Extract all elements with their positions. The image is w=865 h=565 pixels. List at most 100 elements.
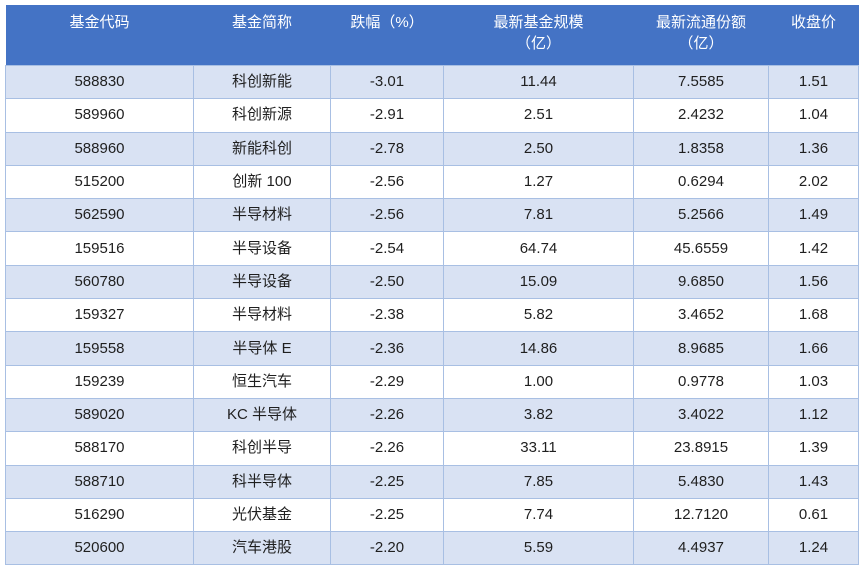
- table-row: 562590 半导材料 -2.56 7.81 5.2566 1.49: [5, 198, 859, 233]
- table-cell: 1.68: [768, 298, 859, 333]
- table-cell: -2.20: [330, 531, 444, 565]
- table-cell: 5.82: [443, 298, 634, 333]
- header-sub-label: （亿）: [678, 35, 724, 52]
- table-cell: 589020: [5, 397, 194, 433]
- table-cell: 588830: [5, 64, 194, 100]
- table-cell: 2.50: [443, 131, 634, 166]
- table-row: 588830 科创新能 -3.01 11.44 7.5585 1.51: [5, 64, 859, 100]
- table-cell: 7.5585: [633, 64, 769, 100]
- table-cell: 新能科创: [193, 131, 331, 166]
- table-cell: 1.36: [768, 131, 859, 166]
- table-cell: 0.61: [768, 497, 859, 533]
- table-cell: -2.25: [330, 497, 444, 533]
- table-cell: 半导设备: [193, 231, 331, 266]
- table-cell: 科创新能: [193, 64, 331, 100]
- table-cell: -2.56: [330, 198, 444, 233]
- table-cell: 3.4022: [633, 397, 769, 433]
- header-label: 收盘价: [790, 14, 836, 31]
- header-close-price: 收盘价: [768, 5, 859, 66]
- table-row: 588960 新能科创 -2.78 2.50 1.8358 1.36: [5, 131, 859, 166]
- table-cell: 520600: [5, 531, 194, 565]
- table-row: 159516 半导设备 -2.54 64.74 45.6559 1.42: [5, 231, 859, 266]
- table-cell: 1.8358: [633, 131, 769, 166]
- table-cell: 科创新源: [193, 98, 331, 133]
- table-cell: 588960: [5, 131, 194, 166]
- table-cell: 1.66: [768, 331, 859, 366]
- table-cell: 半导材料: [193, 198, 331, 233]
- table-row: 159239 恒生汽车 -2.29 1.00 0.9778 1.03: [5, 364, 859, 399]
- table-cell: 2.51: [443, 98, 634, 133]
- header-label: 基金简称: [231, 14, 292, 31]
- table-cell: -2.78: [330, 131, 444, 166]
- table-cell: -2.50: [330, 264, 444, 300]
- table-cell: -2.26: [330, 431, 444, 466]
- table-cell: 1.39: [768, 431, 859, 466]
- table-cell: 1.49: [768, 198, 859, 233]
- table-cell: -3.01: [330, 64, 444, 100]
- table-cell: -2.54: [330, 231, 444, 266]
- table-cell: 159239: [5, 364, 194, 399]
- table-row: 560780 半导设备 -2.50 15.09 9.6850 1.56: [5, 264, 859, 300]
- table-cell: 2.02: [768, 164, 859, 200]
- table-row: 516290 光伏基金 -2.25 7.74 12.7120 0.61: [5, 497, 859, 533]
- header-row: 基金代码 基金简称 跌幅（%） 最新基金规模 （亿） 最新流通份额 （: [5, 5, 859, 66]
- table-cell: 光伏基金: [193, 497, 331, 533]
- table-cell: 3.82: [443, 397, 634, 433]
- table-cell: 11.44: [443, 64, 634, 100]
- fund-table-header: 基金代码 基金简称 跌幅（%） 最新基金规模 （亿） 最新流通份额 （: [5, 5, 859, 66]
- table-row: 588170 科创半导 -2.26 33.11 23.8915 1.39: [5, 431, 859, 466]
- table-row: 589020 KC 半导体 -2.26 3.82 3.4022 1.12: [5, 397, 859, 433]
- fund-table-body: 588830 科创新能 -3.01 11.44 7.5585 1.51 589960 科创新源…: [5, 64, 859, 565]
- header-circulating-shares: 最新流通份额 （亿）: [633, 5, 769, 66]
- table-cell: 创新 100: [193, 164, 331, 200]
- table-cell: 588170: [5, 431, 194, 466]
- table-cell: 1.27: [443, 164, 634, 200]
- table-cell: 恒生汽车: [193, 364, 331, 399]
- table-cell: 1.00: [443, 364, 634, 399]
- table-cell: 562590: [5, 198, 194, 233]
- table-cell: -2.25: [330, 464, 444, 499]
- table-cell: 半导材料: [193, 298, 331, 333]
- table-cell: 589960: [5, 98, 194, 133]
- header-fund-name: 基金简称: [193, 5, 331, 66]
- table-cell: 4.4937: [633, 531, 769, 565]
- table-cell: -2.56: [330, 164, 444, 200]
- header-label: 最新流通份额: [655, 14, 746, 31]
- table-cell: 1.51: [768, 64, 859, 100]
- table-cell: 0.9778: [633, 364, 769, 399]
- table-row: 159327 半导材料 -2.38 5.82 3.4652 1.68: [5, 298, 859, 333]
- table-cell: -2.36: [330, 331, 444, 366]
- header-label: 最新基金规模: [493, 14, 584, 31]
- table-cell: 159558: [5, 331, 194, 366]
- table-row: 589960 科创新源 -2.91 2.51 2.4232 1.04: [5, 98, 859, 133]
- table-cell: 科创半导: [193, 431, 331, 466]
- table-cell: -2.29: [330, 364, 444, 399]
- header-label: 基金代码: [69, 14, 130, 31]
- table-cell: 8.9685: [633, 331, 769, 366]
- table-row: 515200 创新 100 -2.56 1.27 0.6294 2.02: [5, 164, 859, 200]
- fund-table-container: 基金代码 基金简称 跌幅（%） 最新基金规模 （亿） 最新流通份额 （: [5, 5, 859, 565]
- table-cell: -2.38: [330, 298, 444, 333]
- table-cell: 33.11: [443, 431, 634, 466]
- table-row: 588710 科半导体 -2.25 7.85 5.4830 1.43: [5, 464, 859, 499]
- header-label: 跌幅（%）: [350, 14, 424, 31]
- table-cell: 7.74: [443, 497, 634, 533]
- table-cell: 5.4830: [633, 464, 769, 499]
- table-cell: 12.7120: [633, 497, 769, 533]
- table-cell: 科半导体: [193, 464, 331, 499]
- table-cell: 64.74: [443, 231, 634, 266]
- table-cell: 3.4652: [633, 298, 769, 333]
- table-cell: 7.85: [443, 464, 634, 499]
- fund-table: 基金代码 基金简称 跌幅（%） 最新基金规模 （亿） 最新流通份额 （: [5, 5, 859, 565]
- header-fund-size: 最新基金规模 （亿）: [443, 5, 634, 66]
- table-cell: 1.04: [768, 98, 859, 133]
- table-cell: 14.86: [443, 331, 634, 366]
- table-cell: 1.12: [768, 397, 859, 433]
- table-cell: 1.42: [768, 231, 859, 266]
- table-cell: 1.03: [768, 364, 859, 399]
- table-cell: 9.6850: [633, 264, 769, 300]
- table-cell: -2.91: [330, 98, 444, 133]
- table-cell: 半导设备: [193, 264, 331, 300]
- table-cell: 7.81: [443, 198, 634, 233]
- table-cell: -2.26: [330, 397, 444, 433]
